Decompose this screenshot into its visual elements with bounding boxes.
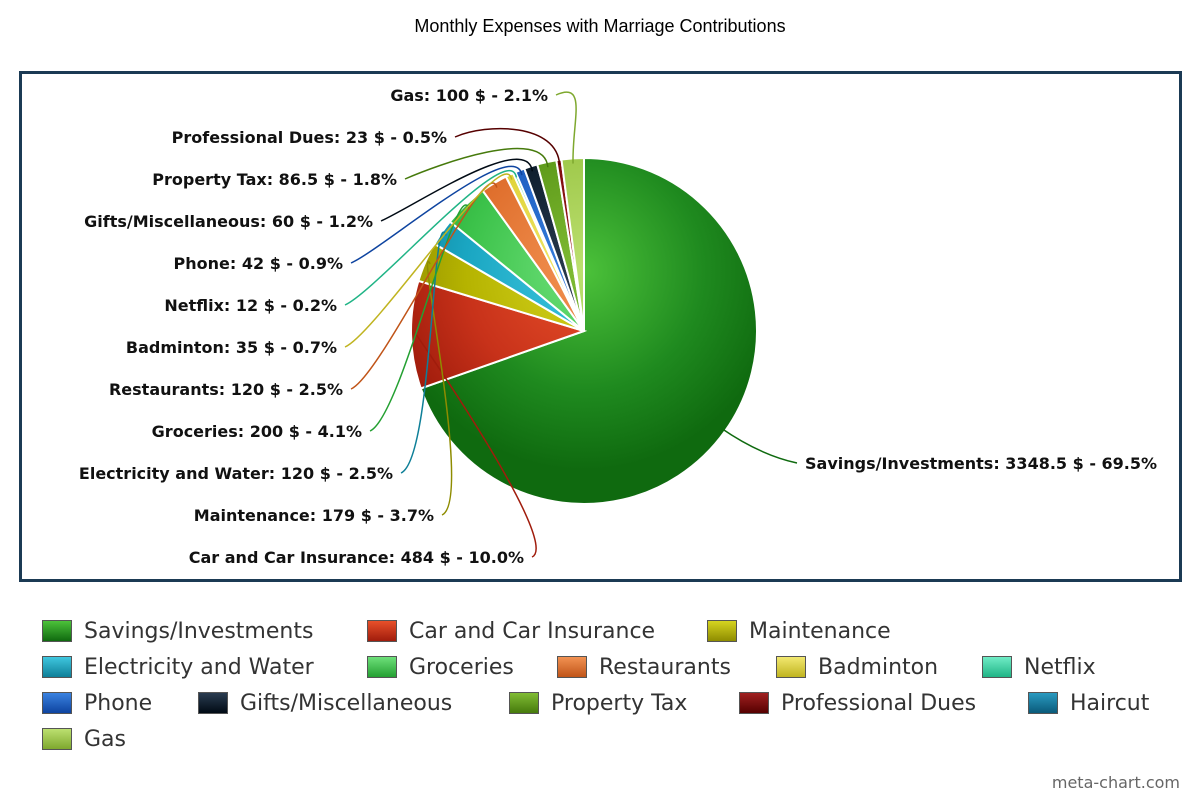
legend-label: Restaurants: [599, 654, 731, 680]
leader-line-car-and-car-insurance: [414, 332, 537, 558]
legend-label: Maintenance: [749, 618, 891, 644]
leader-line-maintenance: [426, 260, 453, 516]
legend-label: Phone: [84, 690, 153, 716]
legend-item-maintenance[interactable]: Maintenance: [707, 616, 891, 646]
legend-item-property-tax[interactable]: Property Tax: [509, 688, 687, 718]
legend-swatch: [42, 692, 72, 714]
data-label-car-and-car-insurance: Car and Car Insurance: 484 $ - 10.0%: [189, 548, 524, 567]
leader-line-electricity-and-water: [400, 231, 447, 474]
pie-slice-car-and-car-insurance: [410, 279, 588, 390]
legend-swatch: [1028, 692, 1058, 714]
data-label-badminton: Badminton: 35 $ - 0.7%: [126, 338, 337, 357]
legend-label: Groceries: [409, 654, 514, 680]
legend-label: Netflix: [1024, 654, 1096, 680]
data-label-professional-dues: Professional Dues: 23 $ - 0.5%: [172, 128, 447, 147]
data-label-restaurants: Restaurants: 120 $ - 2.5%: [109, 380, 343, 399]
legend-swatch: [42, 620, 72, 642]
legend-item-netflix[interactable]: Netflix: [982, 652, 1096, 682]
legend-label: Badminton: [818, 654, 939, 680]
legend-swatch: [42, 728, 72, 750]
legend-item-gifts-miscellaneous[interactable]: Gifts/Miscellaneous: [198, 688, 452, 718]
legend-swatch: [557, 656, 587, 678]
leader-lines: [344, 91, 798, 558]
legend: Savings/Investments Car and Car Insurance…: [42, 612, 1192, 762]
pie-slices: [410, 156, 758, 505]
leader-line-gifts-miscellaneous: [380, 158, 534, 222]
plot-area: [19, 71, 1182, 582]
legend-item-restaurants[interactable]: Restaurants: [557, 652, 731, 682]
data-label-netflix: Netflix: 12 $ - 0.2%: [164, 296, 337, 315]
legend-swatch: [367, 620, 397, 642]
legend-swatch: [776, 656, 806, 678]
legend-item-electricity-and-water[interactable]: Electricity and Water: [42, 652, 314, 682]
legend-swatch: [42, 656, 72, 678]
watermark: meta-chart.com: [1051, 773, 1180, 792]
data-label-savings-investments: Savings/Investments: 3348.5 $ - 69.5%: [805, 454, 1157, 473]
legend-swatch: [367, 656, 397, 678]
chart-title: Monthly Expenses with Marriage Contribut…: [414, 16, 786, 36]
legend-item-haircut[interactable]: Haircut: [1028, 688, 1149, 718]
legend-label: Car and Car Insurance: [409, 618, 656, 644]
legend-label: Haircut: [1070, 690, 1150, 716]
legend-swatch: [982, 656, 1012, 678]
leader-line-badminton: [344, 173, 513, 348]
legend-item-groceries[interactable]: Groceries: [367, 652, 514, 682]
data-label-maintenance: Maintenance: 179 $ - 3.7%: [194, 506, 434, 525]
legend-swatch: [509, 692, 539, 714]
legend-item-phone[interactable]: Phone: [42, 688, 152, 718]
leader-line-gas: [555, 91, 577, 164]
leader-line-phone: [350, 165, 523, 264]
legend-item-badminton[interactable]: Badminton: [776, 652, 938, 682]
legend-label: Savings/Investments: [84, 618, 314, 644]
data-label-property-tax: Property Tax: 86.5 $ - 1.8%: [152, 170, 397, 189]
legend-item-savings-investments[interactable]: Savings/Investments: [42, 616, 313, 646]
data-label-phone: Phone: 42 $ - 0.9%: [174, 254, 343, 273]
legend-swatch: [739, 692, 769, 714]
legend-swatch: [198, 692, 228, 714]
legend-item-gas[interactable]: Gas: [42, 724, 126, 754]
leader-line-groceries: [369, 204, 470, 432]
slice-labels: Savings/Investments: 3348.5 $ - 69.5% Car…: [79, 86, 1157, 567]
leader-line-property-tax: [404, 147, 549, 180]
legend-swatch: [707, 620, 737, 642]
leader-line-netflix: [344, 169, 518, 306]
legend-item-professional-dues[interactable]: Professional Dues: [739, 688, 976, 718]
leader-line-savings-investments: [720, 427, 798, 464]
legend-label: Professional Dues: [781, 690, 977, 716]
legend-label: Electricity and Water: [84, 654, 314, 680]
data-label-electricity-and-water: Electricity and Water: 120 $ - 2.5%: [79, 464, 393, 483]
data-label-gas: Gas: 100 $ - 2.1%: [390, 86, 548, 105]
legend-label: Property Tax: [551, 690, 688, 716]
data-label-gifts-miscellaneous: Gifts/Miscellaneous: 60 $ - 1.2%: [84, 212, 373, 231]
legend-label: Gifts/Miscellaneous: [240, 690, 453, 716]
data-label-groceries: Groceries: 200 $ - 4.1%: [152, 422, 362, 441]
leader-line-professional-dues: [454, 127, 561, 166]
legend-item-car-and-car-insurance[interactable]: Car and Car Insurance: [367, 616, 655, 646]
legend-label: Gas: [84, 726, 126, 752]
